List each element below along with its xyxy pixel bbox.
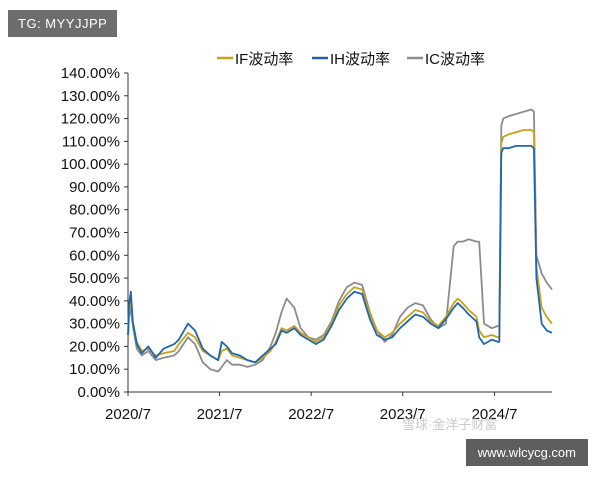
y-tick-label: 20.00% [69,338,120,355]
x-tick-label: 2024/7 [472,406,518,423]
y-tick-label: 50.00% [69,270,120,287]
y-tick-label: 100.00% [61,156,120,173]
y-tick-label: 120.00% [61,111,120,128]
y-tick-label: 0.00% [77,384,120,401]
watermark-tag-top: TG: MYYJJPP [8,10,118,37]
legend-item: IF波动率 [217,51,293,68]
legend-item: IH波动率 [312,51,390,68]
y-axis: 0.00% 10.00% 20.00% 30.00% 40.00% 50.00% 60.00… [61,65,129,401]
y-tick-label: 70.00% [69,225,120,242]
y-tick-label: 140.00% [61,65,120,82]
x-tick-label: 2023/7 [380,406,426,423]
legend-label: IC波动率 [425,51,485,68]
legend-label: IF波动率 [235,51,293,68]
legend-item: IC波动率 [407,51,485,68]
legend-label: IH波动率 [330,51,390,68]
chart-legend: IF波动率 IH波动率 IC波动率 [217,51,485,68]
y-tick-label: 30.00% [69,316,120,333]
watermark-url: www.wlcycg.com [465,439,588,466]
x-tick-label: 2022/7 [288,406,334,423]
y-tick-label: 10.00% [69,361,120,378]
y-tick-label: 80.00% [69,202,120,219]
y-tick-label: 60.00% [69,247,120,264]
y-tick-label: 130.00% [61,88,120,105]
y-tick-label: 90.00% [69,179,120,196]
y-tick-label: 40.00% [69,293,120,310]
x-axis: 2020/7 2021/7 2022/7 2023/7 2024/7 [105,391,552,423]
y-tick-label: 110.00% [62,133,120,150]
series-line-IC波动率 [127,108,553,373]
watermark-source: 雪球·金洋子财富 [402,417,498,432]
series-lines [127,108,553,373]
x-tick-label: 2021/7 [197,406,243,423]
x-tick-label: 2020/7 [105,406,151,423]
series-line-IH波动率 [127,145,553,364]
